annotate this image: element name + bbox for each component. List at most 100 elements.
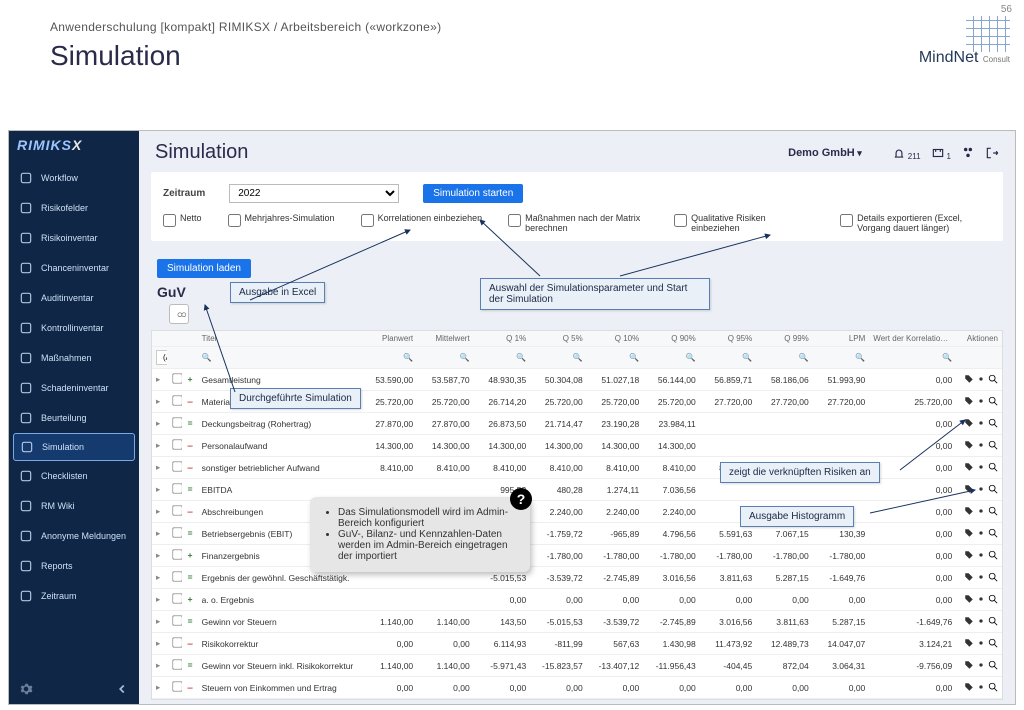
tag-icon[interactable] bbox=[964, 506, 974, 516]
filter-search-icon[interactable]: 🔍 bbox=[573, 353, 583, 362]
sidebar-item-kontrollinventar[interactable]: Kontrollinventar bbox=[9, 313, 139, 343]
row-checkbox[interactable] bbox=[167, 501, 182, 523]
col-header-6[interactable]: Q 1% bbox=[474, 331, 531, 347]
filter-all-select[interactable]: (Alle) bbox=[156, 350, 167, 365]
checkbox-input-0[interactable] bbox=[163, 214, 176, 227]
expand-toggle[interactable]: ▸ bbox=[152, 589, 167, 611]
sidebar-item-risikofelder[interactable]: Risikofelder bbox=[9, 193, 139, 223]
checkbox-input-5[interactable] bbox=[840, 214, 853, 227]
link-risks-icon[interactable] bbox=[976, 682, 986, 692]
row-checkbox[interactable] bbox=[167, 369, 182, 391]
link-risks-icon[interactable] bbox=[976, 572, 986, 582]
col-filter-10[interactable]: 🔍 bbox=[700, 347, 757, 369]
sidebar-item-beurteilung[interactable]: Beurteilung bbox=[9, 403, 139, 433]
year-select[interactable]: 2022 bbox=[229, 184, 399, 203]
col-filter-9[interactable]: 🔍 bbox=[643, 347, 700, 369]
tag-icon[interactable] bbox=[964, 484, 974, 494]
sidebar-item-zeitraum[interactable]: Zeitraum bbox=[9, 581, 139, 611]
histogram-icon[interactable] bbox=[988, 550, 998, 560]
sidebar-item-auditinventar[interactable]: Auditinventar bbox=[9, 283, 139, 313]
link-risks-icon[interactable] bbox=[976, 550, 986, 560]
checkbox-3[interactable]: Maßnahmen nach der Matrix berechnen bbox=[508, 213, 648, 233]
tenant-selector[interactable]: Demo GmbH bbox=[788, 147, 862, 159]
col-filter-3[interactable]: 🔍 bbox=[198, 347, 361, 369]
filter-search-icon[interactable]: 🔍 bbox=[629, 353, 639, 362]
expand-toggle[interactable]: ▸ bbox=[152, 457, 167, 479]
histogram-icon[interactable] bbox=[988, 616, 998, 626]
expand-toggle[interactable]: ▸ bbox=[152, 567, 167, 589]
expand-toggle[interactable]: ▸ bbox=[152, 677, 167, 699]
sidebar-item-ma-nahmen[interactable]: Maßnahmen bbox=[9, 343, 139, 373]
sidebar-item-workflow[interactable]: Workflow bbox=[9, 163, 139, 193]
link-risks-icon[interactable] bbox=[976, 660, 986, 670]
link-risks-icon[interactable] bbox=[976, 374, 986, 384]
col-filter-6[interactable]: 🔍 bbox=[474, 347, 531, 369]
col-header-9[interactable]: Q 90% bbox=[643, 331, 700, 347]
settings-icon[interactable] bbox=[19, 682, 33, 696]
row-checkbox[interactable] bbox=[167, 457, 182, 479]
table-filter-row[interactable]: (Alle)🔍🔍🔍🔍🔍🔍🔍🔍🔍🔍🔍 bbox=[152, 347, 1002, 369]
col-filter-13[interactable]: 🔍 bbox=[869, 347, 956, 369]
checkbox-input-2[interactable] bbox=[361, 214, 374, 227]
checkbox-input-3[interactable] bbox=[508, 214, 521, 227]
col-filter-8[interactable]: 🔍 bbox=[587, 347, 644, 369]
expand-toggle[interactable]: ▸ bbox=[152, 501, 167, 523]
link-risks-icon[interactable] bbox=[976, 462, 986, 472]
row-checkbox[interactable] bbox=[167, 677, 182, 699]
expand-toggle[interactable]: ▸ bbox=[152, 435, 167, 457]
sidebar-item-chanceninventar[interactable]: Chanceninventar bbox=[9, 253, 139, 283]
filter-search-icon[interactable]: 🔍 bbox=[516, 353, 526, 362]
link-risks-icon[interactable] bbox=[976, 594, 986, 604]
histogram-icon[interactable] bbox=[988, 418, 998, 428]
histogram-icon[interactable] bbox=[988, 682, 998, 692]
col-header-0[interactable] bbox=[152, 331, 167, 347]
col-header-8[interactable]: Q 10% bbox=[587, 331, 644, 347]
checkbox-2[interactable]: Korrelationen einbeziehen bbox=[361, 213, 483, 233]
notifications-icon[interactable]: 211 bbox=[892, 146, 921, 160]
col-header-10[interactable]: Q 95% bbox=[700, 331, 757, 347]
row-checkbox[interactable] bbox=[167, 567, 182, 589]
checkbox-input-4[interactable] bbox=[674, 214, 687, 227]
link-risks-icon[interactable] bbox=[976, 440, 986, 450]
link-risks-icon[interactable] bbox=[976, 638, 986, 648]
tag-icon[interactable] bbox=[964, 660, 974, 670]
sidebar-item-anonyme-meldungen[interactable]: Anonyme Meldungen bbox=[9, 521, 139, 551]
filter-search-icon[interactable]: 🔍 bbox=[686, 353, 696, 362]
row-checkbox[interactable] bbox=[167, 611, 182, 633]
checkbox-5[interactable]: Details exportieren (Excel, Vorgang daue… bbox=[840, 213, 980, 233]
col-header-5[interactable]: Mittelwert bbox=[417, 331, 474, 347]
link-risks-icon[interactable] bbox=[976, 506, 986, 516]
histogram-icon[interactable] bbox=[988, 506, 998, 516]
tag-icon[interactable] bbox=[964, 528, 974, 538]
filter-search-icon[interactable]: 🔍 bbox=[742, 353, 752, 362]
histogram-icon[interactable] bbox=[988, 374, 998, 384]
col-header-14[interactable]: Aktionen bbox=[956, 331, 1002, 347]
filter-search-icon[interactable]: 🔍 bbox=[942, 353, 952, 362]
col-filter-1[interactable] bbox=[167, 347, 182, 369]
tag-icon[interactable] bbox=[964, 594, 974, 604]
histogram-icon[interactable] bbox=[988, 440, 998, 450]
tag-icon[interactable] bbox=[964, 462, 974, 472]
link-risks-icon[interactable] bbox=[976, 528, 986, 538]
sidebar-item-checklisten[interactable]: Checklisten bbox=[9, 461, 139, 491]
tag-icon[interactable] bbox=[964, 440, 974, 450]
expand-toggle[interactable]: ▸ bbox=[152, 479, 167, 501]
row-checkbox[interactable] bbox=[167, 589, 182, 611]
link-risks-icon[interactable] bbox=[976, 396, 986, 406]
start-simulation-button[interactable]: Simulation starten bbox=[423, 184, 523, 203]
collapse-sidebar-icon[interactable] bbox=[115, 682, 129, 696]
logout-icon[interactable] bbox=[985, 146, 999, 160]
checkbox-4[interactable]: Qualitative Risiken einbeziehen bbox=[674, 213, 814, 233]
link-risks-icon[interactable] bbox=[976, 484, 986, 494]
filter-search-icon[interactable]: 🔍 bbox=[202, 353, 212, 362]
row-checkbox[interactable] bbox=[167, 523, 182, 545]
tag-icon[interactable] bbox=[964, 374, 974, 384]
sidebar-item-reports[interactable]: Reports bbox=[9, 551, 139, 581]
col-header-7[interactable]: Q 5% bbox=[530, 331, 587, 347]
tag-icon[interactable] bbox=[964, 616, 974, 626]
col-filter-14[interactable] bbox=[956, 347, 1002, 369]
link-risks-icon[interactable] bbox=[976, 418, 986, 428]
histogram-icon[interactable] bbox=[988, 594, 998, 604]
load-simulation-button[interactable]: Simulation laden bbox=[157, 259, 251, 278]
col-filter-4[interactable]: 🔍 bbox=[361, 347, 418, 369]
